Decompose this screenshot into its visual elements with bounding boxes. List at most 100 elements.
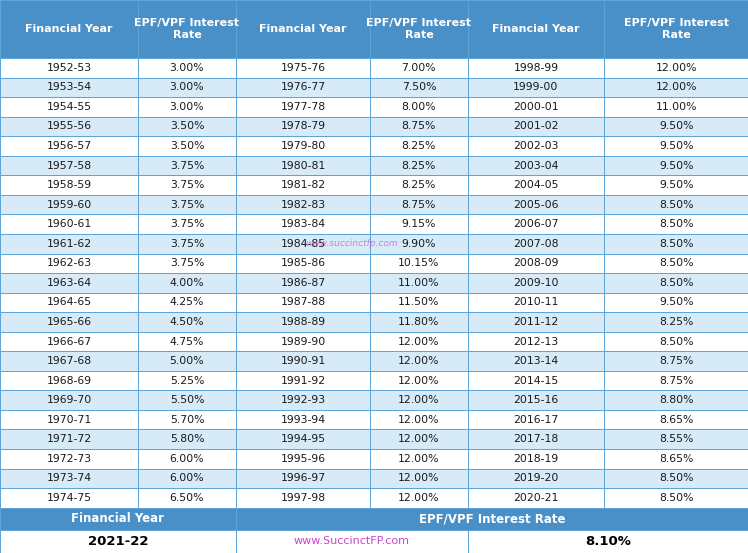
Bar (370, 77, 468, 97)
Bar (138, 293, 236, 312)
Bar (138, 390, 236, 410)
Bar (138, 234, 236, 253)
Text: 1993-94: 1993-94 (280, 415, 325, 425)
Bar (468, 97, 604, 117)
Text: 2007-08: 2007-08 (513, 239, 559, 249)
Text: 6.50%: 6.50% (170, 493, 204, 503)
Text: 8.75%: 8.75% (402, 200, 436, 210)
Text: 1975-76: 1975-76 (280, 63, 325, 73)
Bar (370, 410, 468, 430)
Text: 1968-69: 1968-69 (46, 375, 92, 385)
Bar (236, 234, 370, 253)
Bar (370, 175, 468, 195)
Text: 3.75%: 3.75% (170, 200, 204, 210)
Bar (0, 332, 138, 351)
Bar (604, 77, 748, 97)
Text: 1976-77: 1976-77 (280, 82, 325, 92)
Bar (0, 351, 138, 371)
Bar (138, 351, 236, 371)
Bar (370, 293, 468, 312)
Bar (0, 468, 138, 488)
Text: 3.75%: 3.75% (170, 258, 204, 268)
Text: 3.75%: 3.75% (170, 239, 204, 249)
Bar (468, 0, 604, 58)
Bar (236, 410, 370, 430)
Text: 8.50%: 8.50% (659, 239, 693, 249)
Bar (236, 77, 370, 97)
Text: 2021-22: 2021-22 (88, 535, 148, 548)
Bar (370, 117, 468, 136)
Text: 6.00%: 6.00% (170, 454, 204, 464)
Text: 1996-97: 1996-97 (280, 473, 325, 483)
Bar (468, 449, 604, 468)
Text: 5.00%: 5.00% (170, 356, 204, 366)
Text: 4.25%: 4.25% (170, 298, 204, 307)
Text: 2011-12: 2011-12 (513, 317, 559, 327)
Text: 1953-54: 1953-54 (46, 82, 92, 92)
Bar (138, 215, 236, 234)
Text: 1977-78: 1977-78 (280, 102, 325, 112)
Text: 8.25%: 8.25% (402, 160, 436, 170)
Text: 8.50%: 8.50% (659, 337, 693, 347)
Text: Financial Year: Financial Year (260, 24, 346, 34)
Text: 1997-98: 1997-98 (280, 493, 325, 503)
Bar (370, 371, 468, 390)
Bar (138, 410, 236, 430)
Text: 1979-80: 1979-80 (280, 141, 325, 151)
Text: 5.25%: 5.25% (170, 375, 204, 385)
Bar (0, 156, 138, 175)
Text: 1960-61: 1960-61 (46, 219, 92, 229)
Text: 1952-53: 1952-53 (46, 63, 92, 73)
Bar (138, 273, 236, 293)
Bar (370, 215, 468, 234)
Text: 8.50%: 8.50% (659, 493, 693, 503)
Bar (604, 253, 748, 273)
Bar (468, 136, 604, 156)
Bar (468, 293, 604, 312)
Bar (236, 371, 370, 390)
Text: 1955-56: 1955-56 (46, 122, 92, 132)
Bar (604, 273, 748, 293)
Text: EPF/VPF Interest Rate: EPF/VPF Interest Rate (419, 512, 565, 525)
Bar (604, 195, 748, 215)
Bar (0, 371, 138, 390)
Text: 8.75%: 8.75% (402, 122, 436, 132)
Text: 9.50%: 9.50% (659, 122, 693, 132)
Bar (370, 253, 468, 273)
Text: 12.00%: 12.00% (398, 493, 440, 503)
Text: 5.70%: 5.70% (170, 415, 204, 425)
Bar (236, 58, 370, 77)
Text: 1962-63: 1962-63 (46, 258, 92, 268)
Bar (138, 58, 236, 77)
Text: 12.00%: 12.00% (398, 337, 440, 347)
Text: 8.65%: 8.65% (659, 454, 693, 464)
Bar (138, 430, 236, 449)
Bar (604, 0, 748, 58)
Bar (236, 530, 468, 553)
Bar (0, 508, 236, 530)
Text: 3.00%: 3.00% (170, 82, 204, 92)
Text: 1965-66: 1965-66 (46, 317, 92, 327)
Bar (370, 195, 468, 215)
Text: 1981-82: 1981-82 (280, 180, 325, 190)
Text: 3.75%: 3.75% (170, 219, 204, 229)
Bar (468, 390, 604, 410)
Bar (370, 156, 468, 175)
Text: 2017-18: 2017-18 (513, 434, 559, 444)
Text: 1985-86: 1985-86 (280, 258, 325, 268)
Bar (468, 117, 604, 136)
Bar (138, 97, 236, 117)
Text: 5.80%: 5.80% (170, 434, 204, 444)
Text: 2002-03: 2002-03 (513, 141, 559, 151)
Text: 2018-19: 2018-19 (513, 454, 559, 464)
Text: 3.75%: 3.75% (170, 160, 204, 170)
Bar (468, 312, 604, 332)
Text: 1998-99: 1998-99 (513, 63, 559, 73)
Bar (604, 293, 748, 312)
Text: 2014-15: 2014-15 (513, 375, 559, 385)
Bar (468, 430, 604, 449)
Text: 3.50%: 3.50% (170, 122, 204, 132)
Bar (468, 156, 604, 175)
Bar (604, 430, 748, 449)
Bar (0, 117, 138, 136)
